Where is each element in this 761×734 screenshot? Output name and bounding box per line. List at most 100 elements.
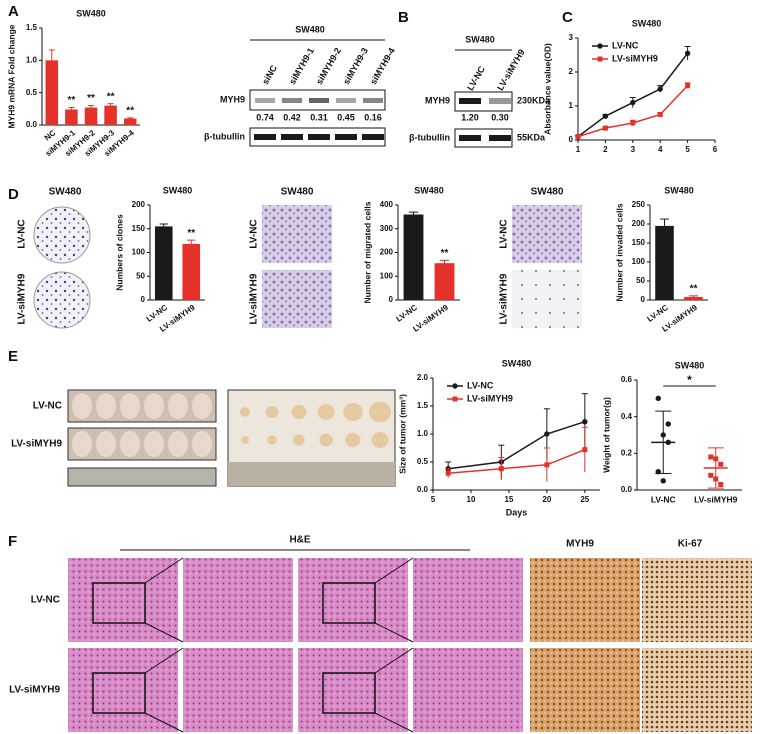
point [544,431,550,437]
band [282,98,302,103]
mouse [144,431,164,457]
y-tick-label: 2.0 [417,373,429,382]
row-label: LV-siMYH9 [17,273,28,324]
y-tick-label: 0.5 [26,88,38,97]
band [459,98,481,104]
row-label: LV-NC [499,219,510,248]
mouse-photo [67,389,217,423]
bar [655,225,674,300]
blot-frame [249,127,386,147]
y-tick-label: 1 [569,101,574,110]
panel-letter: E [8,348,18,365]
lane-label: siMYH9-1 [287,46,316,86]
y-tick-label: 0 [569,135,574,144]
point [498,466,504,472]
x-tick-label: LV-siMYH9 [411,303,450,334]
mouse [72,393,92,419]
y-axis-label: Size of tumor (mm³) [397,394,407,474]
y-tick-label: 2 [569,67,574,76]
y-tick-label: 0 [389,295,394,304]
point [582,447,588,453]
x-tick-label: 2 [603,145,608,154]
ruler [67,467,217,487]
y-tick-label: 200 [132,200,146,209]
legend-marker [452,396,458,402]
tumor [240,407,250,417]
point [665,421,671,427]
x-tick-label: 1 [576,145,581,154]
band [308,134,330,140]
y-tick-label: 50 [636,276,645,285]
point [708,472,714,478]
significance: ** [690,283,698,294]
micrograph [642,648,752,732]
point [685,83,691,89]
mouse [168,393,188,419]
band-ratio: 0.16 [364,112,382,122]
band [336,98,356,103]
mouse [120,393,140,419]
mouse [168,431,188,457]
column-header: Ki-67 [678,539,703,550]
column-header: H&E [289,535,310,546]
y-tick-label: 1.5 [26,23,38,32]
lane-label: siNC [260,63,279,86]
x-tick-label: 5 [685,145,690,154]
panel-letter: B [398,9,409,26]
mouse [120,431,140,457]
tumor [293,434,305,446]
series-line [448,420,586,470]
blot-frame [249,89,386,111]
significance: ** [126,106,134,117]
y-tick-label: 1.0 [417,429,429,438]
tumor [241,436,249,444]
significance: ** [187,228,195,239]
zoom-line [374,622,414,643]
point [657,112,663,117]
y-axis-label: MYH9 mRNA Fold change [6,24,16,128]
point [544,462,550,468]
chart-title: SW480 [632,18,662,28]
zoom-line [144,557,184,584]
row-label: LV-siMYH9 [499,273,510,324]
band [489,135,511,141]
mouse [192,393,212,419]
x-tick-label: 3 [631,145,636,154]
micrograph [413,558,523,642]
assay-title: SW480 [531,187,564,198]
tumor [369,402,391,422]
lane-label: LV-NC [465,64,487,92]
y-tick-label: 100 [132,248,146,257]
lane-label: siMYH9-3 [341,46,370,86]
significance: ** [441,248,449,259]
significance: ** [107,91,115,102]
y-tick-label: 200 [380,248,394,257]
row-label: MYH9 [425,95,450,105]
y-axis-label: Number of migrated cells [362,201,372,303]
significance: * [687,373,692,387]
legend-label: LV-siMYH9 [612,53,658,63]
blot-frame [454,91,513,112]
panel-letter: C [562,9,573,26]
x-tick-label: LV-NC [395,303,420,324]
zoom-box [322,582,376,624]
blot-title: SW480 [295,24,325,34]
tumor [345,432,361,448]
zoom-line [374,557,414,584]
assay-title: SW480 [281,187,314,198]
band [362,134,384,140]
row-label: LV-siMYH9 [11,439,62,450]
mouse [96,393,116,419]
micrograph [262,270,332,328]
band-ratio: 0.74 [256,112,274,122]
band-ratio: 1.20 [461,112,479,122]
x-tick-label: 4 [658,145,663,154]
legend-marker [452,383,458,389]
bar [65,109,78,125]
row-label: LV-NC [17,219,28,248]
size-label: 230KDa [517,95,551,105]
x-tick-label: LV-siMYH9 [694,494,738,504]
panel-letter: F [8,533,17,550]
legend-label: LV-NC [467,380,494,390]
y-tick-label: 100 [380,271,394,280]
